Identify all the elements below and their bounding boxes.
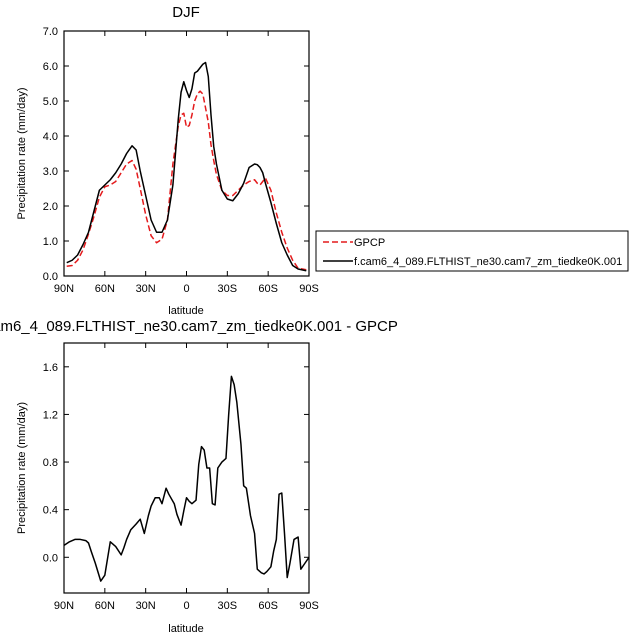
top-axis-ticks: 90N 60N 30N 0 30S 60S 90S 0.0 1.0 2.0 3.0 4.0 5.0 6.0… [43,26,319,295]
bottom-chart-title: am6_4_089.FLTHIST_ne30.cam7_zm_tiedke0K.… [0,318,398,335]
top-y-axis-label: Precipitation rate (mm/day) [16,87,28,219]
bottom-x-axis-label: latitude [168,623,203,635]
top-chart-title: DJF [172,4,200,21]
bottom-y-tick-label: 1.2 [43,409,58,421]
top-y-tick-label: 7.0 [43,26,58,38]
legend-label-model: f.cam6_4_089.FLTHIST_ne30.cam7_zm_tiedke… [354,256,622,268]
bottom-series-group [63,375,310,582]
bottom-y-tick-label: 0.8 [43,457,58,469]
bottom-x-tick-label: 90S [299,600,319,612]
legend-label-gpcp: GPCP [354,237,385,249]
top-x-tick-label: 0 [183,283,189,295]
top-x-tick-label: 60N [95,283,115,295]
top-panel: DJF 90N 60N 30N 0 30S 60S 90S 0.0 1.0 2.0 3.0 4.0 5.… [16,4,319,317]
bottom-series-line-0 [63,375,310,582]
bottom-x-tick-label: 30N [136,600,156,612]
top-x-tick-label: 30S [218,283,238,295]
top-x-tick-label: 60S [258,283,278,295]
top-x-axis-label: latitude [168,305,203,317]
top-series-line-0 [66,90,307,271]
bottom-y-tick-label: 1.6 [43,362,58,374]
legend: GPCP f.cam6_4_089.FLTHIST_ne30.cam7_zm_t… [315,230,629,272]
bottom-y-tick-label: 0.4 [43,505,58,517]
legend-box [315,230,629,272]
top-y-tick-label: 5.0 [43,96,58,108]
top-plot-frame [63,30,310,277]
top-series-line-1 [66,61,307,272]
top-y-tick-label: 4.0 [43,131,58,143]
bottom-x-tick-label: 0 [183,600,189,612]
bottom-y-axis-label: Precipitation rate (mm/day) [16,402,28,534]
top-x-tick-label: 30N [136,283,156,295]
top-x-tick-label: 90S [299,283,319,295]
top-y-tick-label: 1.0 [43,236,58,248]
bottom-y-tick-label: 0.0 [43,552,58,564]
top-x-tick-label: 90N [54,283,74,295]
bottom-x-tick-label: 30S [218,600,238,612]
top-y-tick-label: 2.0 [43,201,58,213]
top-y-tick-label: 6.0 [43,61,58,73]
top-series-group [66,61,307,272]
top-y-tick-label: 0.0 [43,271,58,283]
top-y-tick-label: 3.0 [43,166,58,178]
bottom-x-tick-label: 60N [95,600,115,612]
bottom-x-tick-label: 60S [258,600,278,612]
bottom-x-tick-label: 90N [54,600,74,612]
bottom-axis-ticks: 90N 60N 30N 0 30S 60S 90S 0.0 0.4 0.8 1.2 1.6 [43,343,319,612]
bottom-panel: am6_4_089.FLTHIST_ne30.cam7_zm_tiedke0K.… [0,318,398,635]
